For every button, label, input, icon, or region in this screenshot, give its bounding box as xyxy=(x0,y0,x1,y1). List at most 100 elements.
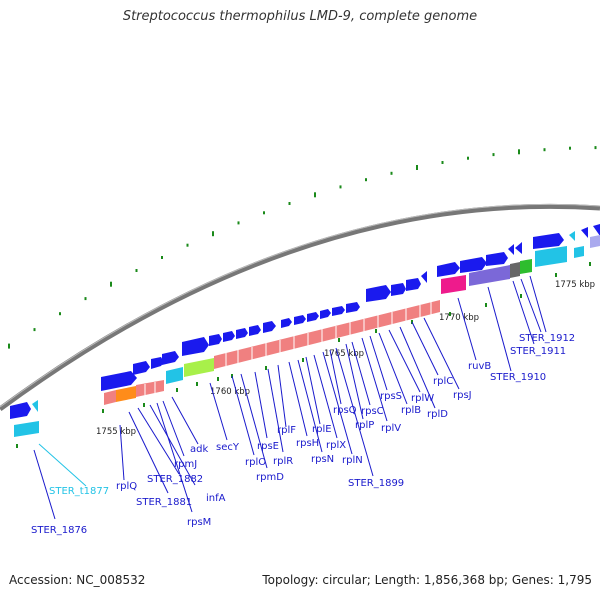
gene-arrow[interactable] xyxy=(421,271,427,283)
gene-arrow[interactable] xyxy=(515,242,522,254)
block-ribosomal-cluster[interactable] xyxy=(214,300,440,369)
scale-dot xyxy=(543,148,546,152)
gene-label[interactable]: rplE xyxy=(312,424,332,435)
gene-label[interactable]: rplB xyxy=(401,405,421,416)
gene-arrow[interactable] xyxy=(223,331,235,342)
gene-arrow[interactable] xyxy=(101,371,137,391)
block-secY[interactable] xyxy=(184,358,214,377)
gene-arrow[interactable] xyxy=(281,318,292,328)
gene-label[interactable]: rpsC xyxy=(361,406,384,417)
gene-label[interactable]: rpsM xyxy=(187,517,211,528)
gene-arrow[interactable] xyxy=(320,309,331,319)
block-rplQ[interactable] xyxy=(104,390,116,405)
gene-label[interactable]: secY xyxy=(216,442,240,453)
gene-label[interactable]: rplN xyxy=(342,455,363,466)
scale-dot xyxy=(263,211,265,215)
gene-arrow[interactable] xyxy=(366,285,391,302)
gene-arrow[interactable] xyxy=(133,361,150,375)
gene-arrow[interactable] xyxy=(508,244,514,255)
block-STER_1881[interactable] xyxy=(136,380,164,397)
gene-arrow[interactable] xyxy=(151,357,164,369)
gene-arrow[interactable] xyxy=(332,306,345,316)
block-STER_1910[interactable] xyxy=(469,265,510,286)
gene-label[interactable]: rplR xyxy=(273,456,293,467)
scale-dot xyxy=(467,156,469,160)
gene-arrow[interactable] xyxy=(391,283,406,296)
genome-backbone-highlight xyxy=(0,203,600,408)
feature-block-track xyxy=(14,235,600,437)
scale-dot xyxy=(33,328,36,332)
scale-dot xyxy=(339,185,342,189)
gene-label[interactable]: rplC xyxy=(433,376,453,387)
gene-label[interactable]: rpsN xyxy=(311,454,334,465)
gene-label[interactable]: rpsS xyxy=(380,391,402,402)
scale-dot xyxy=(492,153,495,157)
gene-label[interactable]: rpmJ xyxy=(174,459,197,470)
block-cyan-small[interactable] xyxy=(574,246,584,258)
gene-label[interactable]: STER_1881 xyxy=(136,497,192,508)
block-infA[interactable] xyxy=(166,367,183,384)
gene-label[interactable]: rplP xyxy=(355,420,374,431)
gene-label[interactable]: rplX xyxy=(326,440,346,451)
gene-label[interactable]: STER_1910 xyxy=(490,372,546,383)
gene-label[interactable]: rpsQ xyxy=(333,405,357,416)
scale-dot xyxy=(59,312,61,316)
block-STER_1911[interactable] xyxy=(510,262,520,278)
gene-label[interactable]: STER_1899 xyxy=(348,478,404,489)
gene-label-layer: STER_1876 STER_t1877 rplQ STER_1881 STER… xyxy=(31,333,575,536)
gene-label[interactable]: STER_t1877 xyxy=(49,486,109,497)
block-adk[interactable] xyxy=(116,386,136,402)
gene-arrow[interactable] xyxy=(533,233,564,249)
block-lilac[interactable] xyxy=(590,235,600,248)
gene-label[interactable]: rpsJ xyxy=(453,390,472,401)
gene-arrow[interactable] xyxy=(569,231,575,241)
gene-label[interactable]: ruvB xyxy=(468,361,491,372)
trna-leader-line xyxy=(38,443,87,487)
scale-dot xyxy=(8,343,10,349)
gene-arrow[interactable] xyxy=(437,262,460,277)
gene-arrow[interactable] xyxy=(346,302,360,313)
gene-arrow[interactable] xyxy=(460,257,487,273)
gene-arrow[interactable] xyxy=(249,325,261,336)
gene-label[interactable]: rpmD xyxy=(256,472,284,483)
genome-backbone xyxy=(0,203,600,412)
gene-arrow[interactable] xyxy=(236,328,248,339)
gene-label[interactable]: STER_1912 xyxy=(519,333,575,344)
gene-label[interactable]: STER_1876 xyxy=(31,525,87,536)
gene-label[interactable]: rplF xyxy=(277,425,296,436)
gene-label[interactable]: STER_1911 xyxy=(510,346,566,357)
block-STER_1912[interactable] xyxy=(520,259,532,274)
gene-arrow[interactable] xyxy=(581,227,588,238)
gene-label[interactable]: rplW xyxy=(411,393,434,404)
gene-label[interactable]: adk xyxy=(190,444,208,455)
gene-label[interactable]: rpsE xyxy=(257,441,279,452)
gene-arrow[interactable] xyxy=(307,312,319,322)
block-STER_1876[interactable] xyxy=(14,421,39,437)
scale-dot xyxy=(441,161,444,164)
gene-label[interactable]: rplO xyxy=(245,457,266,468)
scale-dot xyxy=(110,281,112,287)
gene-label[interactable]: rplQ xyxy=(116,481,137,492)
gene-arrow[interactable] xyxy=(263,321,276,333)
kbp-tick-label: 1770 kbp xyxy=(439,313,479,323)
gene-STER_1876-arrow[interactable] xyxy=(10,402,31,419)
scale-dot xyxy=(314,192,316,198)
gene-arrow[interactable] xyxy=(209,334,222,346)
gene-label[interactable]: rpsH xyxy=(296,438,319,449)
gene-label[interactable]: STER_1882 xyxy=(147,474,203,485)
block-cyan[interactable] xyxy=(535,246,567,267)
gene-label[interactable]: rplD xyxy=(427,409,448,420)
gene-arrow[interactable] xyxy=(162,351,179,365)
gene-label[interactable]: infA xyxy=(206,493,226,504)
gene-STER_t1877-arrow[interactable] xyxy=(32,400,38,412)
gene-arrow[interactable] xyxy=(593,224,600,236)
gene-arrow[interactable] xyxy=(294,315,306,325)
scale-dot xyxy=(186,243,189,247)
accession-label: Accession: NC_008532 xyxy=(9,573,146,587)
block-ruvB[interactable] xyxy=(441,275,466,294)
gene-arrow[interactable] xyxy=(182,337,209,356)
gene-arrow[interactable] xyxy=(486,252,508,266)
gene-arrow[interactable] xyxy=(406,278,421,291)
gene-label[interactable]: rplV xyxy=(381,423,401,434)
